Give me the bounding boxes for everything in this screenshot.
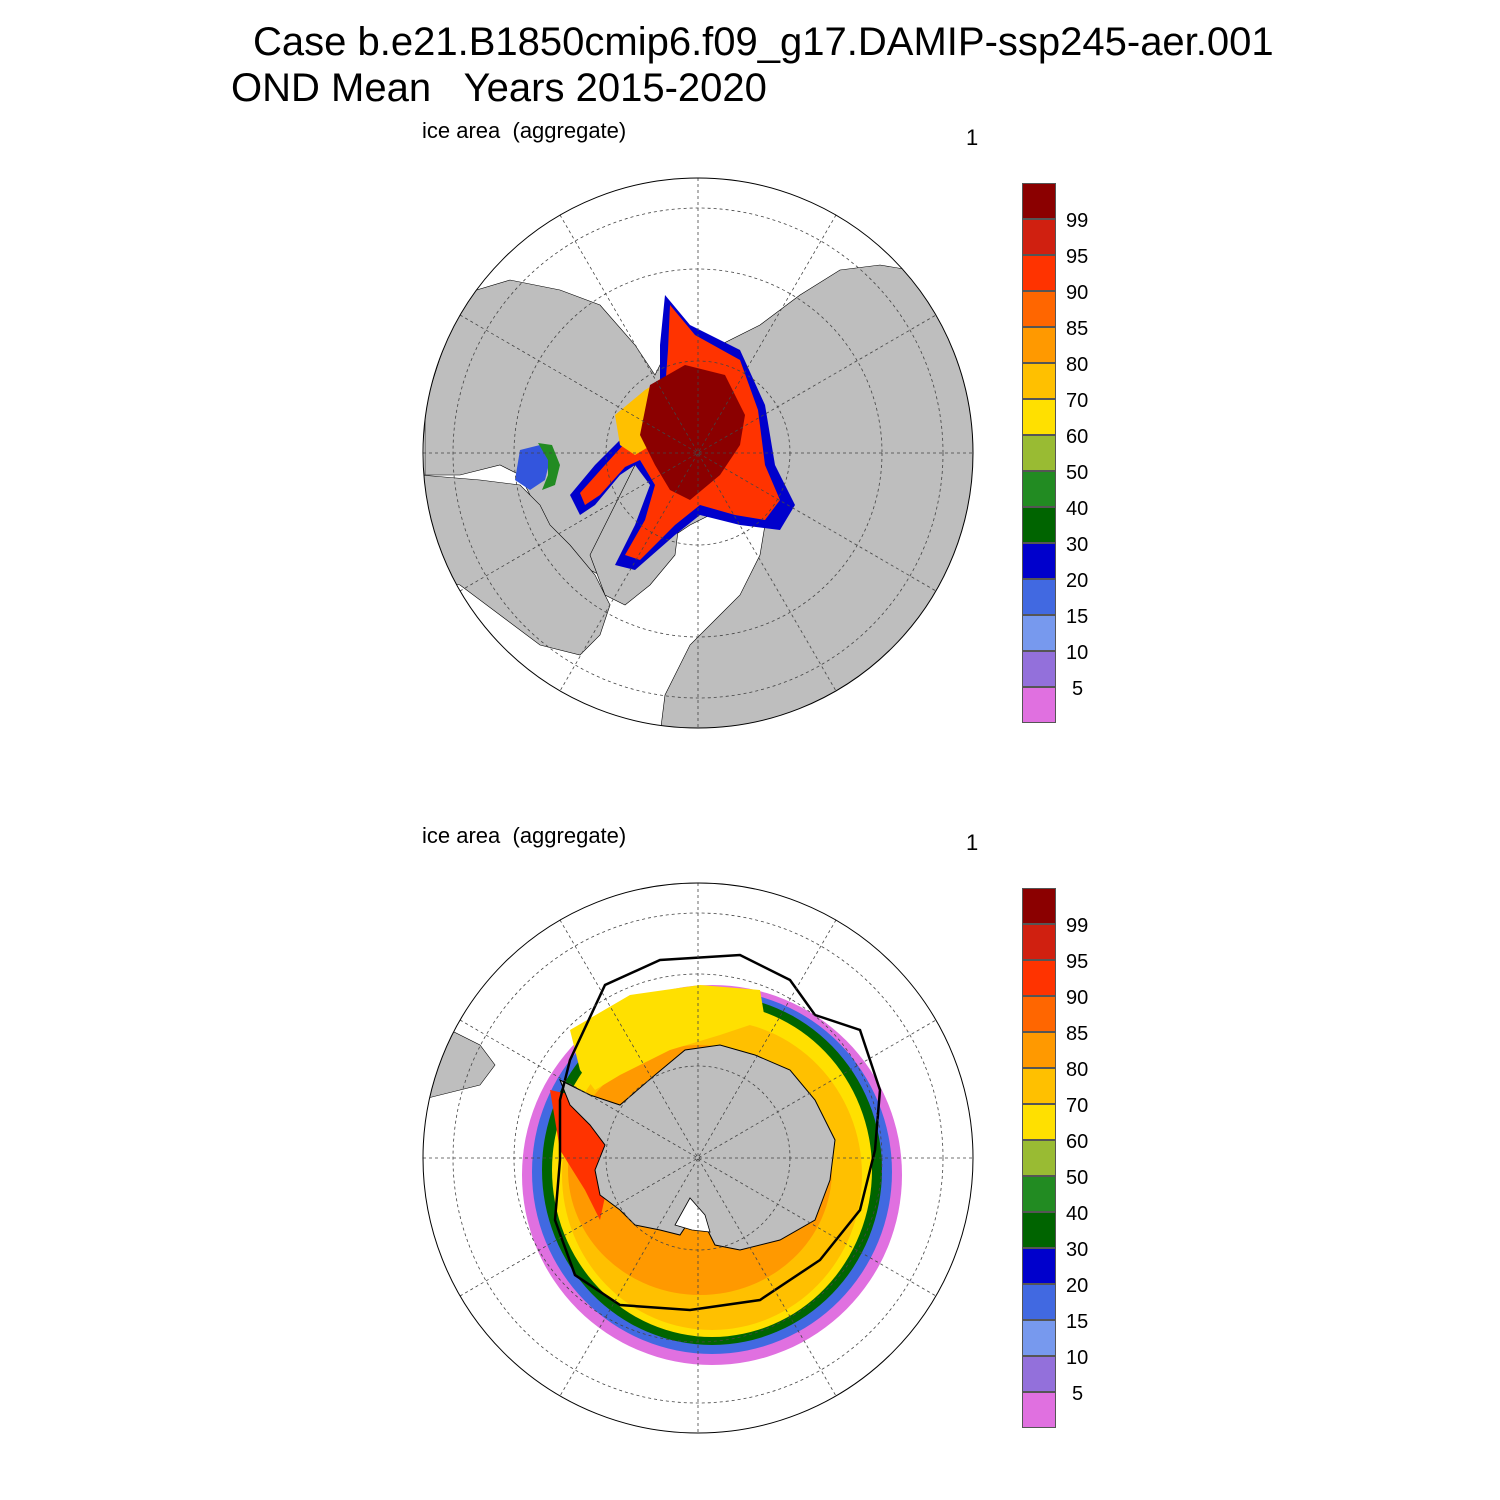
colorbar-tick-label: 30 — [1066, 534, 1089, 556]
colorbar-tick-label: 10 — [1066, 1347, 1089, 1369]
colorbar-swatch — [1022, 183, 1056, 219]
colorbar-swatch — [1022, 255, 1056, 291]
colorbar-tick-label: 30 — [1066, 1239, 1089, 1261]
colorbar-tick-label: 80 — [1066, 1059, 1089, 1081]
colorbar-swatch — [1022, 996, 1056, 1032]
colorbar-tick-label: 95 — [1066, 951, 1089, 973]
antarctic-ice-weddell-gap — [570, 985, 765, 1090]
colorbar-swatch — [1022, 1176, 1056, 1212]
colorbar-tick-label: 50 — [1066, 462, 1089, 484]
colorbar-tick-label: 20 — [1066, 1275, 1089, 1297]
colorbar-swatch — [1022, 1356, 1056, 1392]
antarctic-ice-shelf — [674, 1197, 711, 1233]
antarctic-polar-map — [422, 882, 974, 1434]
arctic-graticule — [423, 178, 973, 728]
colorbar-swatch — [1022, 1104, 1056, 1140]
colorbar-swatch — [1022, 888, 1056, 924]
colorbar-tick-label: 85 — [1066, 318, 1089, 340]
colorbar-swatch — [1022, 471, 1056, 507]
arctic-scale-label: 1 — [966, 125, 979, 150]
colorbar-swatch — [1022, 651, 1056, 687]
arctic-variable-label: ice area (aggregate) — [422, 118, 627, 143]
antarctic-variable-label: ice area (aggregate) — [422, 823, 627, 848]
antarctic-graticule — [423, 883, 973, 1433]
arctic-polar-map — [422, 177, 974, 729]
colorbar-tick-label: 40 — [1066, 498, 1089, 520]
colorbar-swatch — [1022, 291, 1056, 327]
arctic-ice-hudson-edge — [538, 443, 560, 490]
colorbar-swatch — [1022, 924, 1056, 960]
colorbar-swatch — [1022, 399, 1056, 435]
colorbar-tick-label: 95 — [1066, 246, 1089, 268]
colorbar-swatch — [1022, 219, 1056, 255]
colorbar-tick-label: 50 — [1066, 1167, 1089, 1189]
antarctic-colorbar: 99 95 90 85 80 70 60 50 40 30 20 15 10 5 — [1022, 888, 1102, 1433]
colorbar-swatch — [1022, 1284, 1056, 1320]
colorbar-tick-label: 10 — [1066, 642, 1089, 664]
arctic-map-border — [422, 177, 974, 729]
colorbar-swatch — [1022, 435, 1056, 471]
colorbar-tick-label: 15 — [1066, 606, 1089, 628]
colorbar-tick-label: 85 — [1066, 1023, 1089, 1045]
colorbar-tick-label: 60 — [1066, 426, 1089, 448]
colorbar-tick-label: 60 — [1066, 1131, 1089, 1153]
colorbar-swatch — [1022, 507, 1056, 543]
antarctic-scale-label: 1 — [966, 830, 979, 855]
colorbar-tick-label: 20 — [1066, 570, 1089, 592]
antarctic-map-border — [422, 882, 974, 1434]
colorbar-tick-label: 80 — [1066, 354, 1089, 376]
arctic-panel: ice area (aggregate) 1 — [0, 0, 1500, 729]
plot-title-line-1: Case b.e21.B1850cmip6.f09_g17.DAMIP-ssp2… — [253, 20, 1274, 64]
colorbar-tick-label: 5 — [1072, 678, 1084, 700]
colorbar-swatch — [1022, 579, 1056, 615]
colorbar-tick-label: 15 — [1066, 1311, 1089, 1333]
colorbar-swatch — [1022, 1140, 1056, 1176]
colorbar-swatch — [1022, 1248, 1056, 1284]
colorbar-tick-label: 99 — [1066, 915, 1089, 937]
colorbar-swatch — [1022, 1392, 1056, 1428]
colorbar-swatch — [1022, 327, 1056, 363]
antarctic-land-continent — [559, 1044, 836, 1251]
colorbar-swatch — [1022, 960, 1056, 996]
colorbar-tick-label: 40 — [1066, 1203, 1089, 1225]
colorbar-tick-label: 70 — [1066, 390, 1089, 412]
colorbar-swatch — [1022, 543, 1056, 579]
colorbar-swatch — [1022, 1320, 1056, 1356]
arctic-colorbar: 99 95 90 85 80 70 60 50 40 30 20 15 10 5 — [1022, 183, 1102, 728]
colorbar-tick-label: 90 — [1066, 987, 1089, 1009]
colorbar-swatch — [1022, 615, 1056, 651]
arctic-ice-hudson-bay — [515, 445, 550, 490]
colorbar-tick-label: 99 — [1066, 210, 1089, 232]
colorbar-tick-label: 5 — [1072, 1383, 1084, 1405]
colorbar-swatch — [1022, 1032, 1056, 1068]
antarctic-observed-edge-contour — [553, 953, 882, 1312]
colorbar-swatch — [1022, 1068, 1056, 1104]
antarctic-panel: ice area (aggregate) 1 — [0, 705, 1500, 1434]
colorbar-swatch — [1022, 687, 1056, 723]
plot-title-line-2: OND Mean Years 2015-2020 — [231, 66, 767, 110]
colorbar-swatch — [1022, 363, 1056, 399]
colorbar-tick-label: 90 — [1066, 282, 1089, 304]
colorbar-tick-label: 70 — [1066, 1095, 1089, 1117]
colorbar-swatch — [1022, 1212, 1056, 1248]
